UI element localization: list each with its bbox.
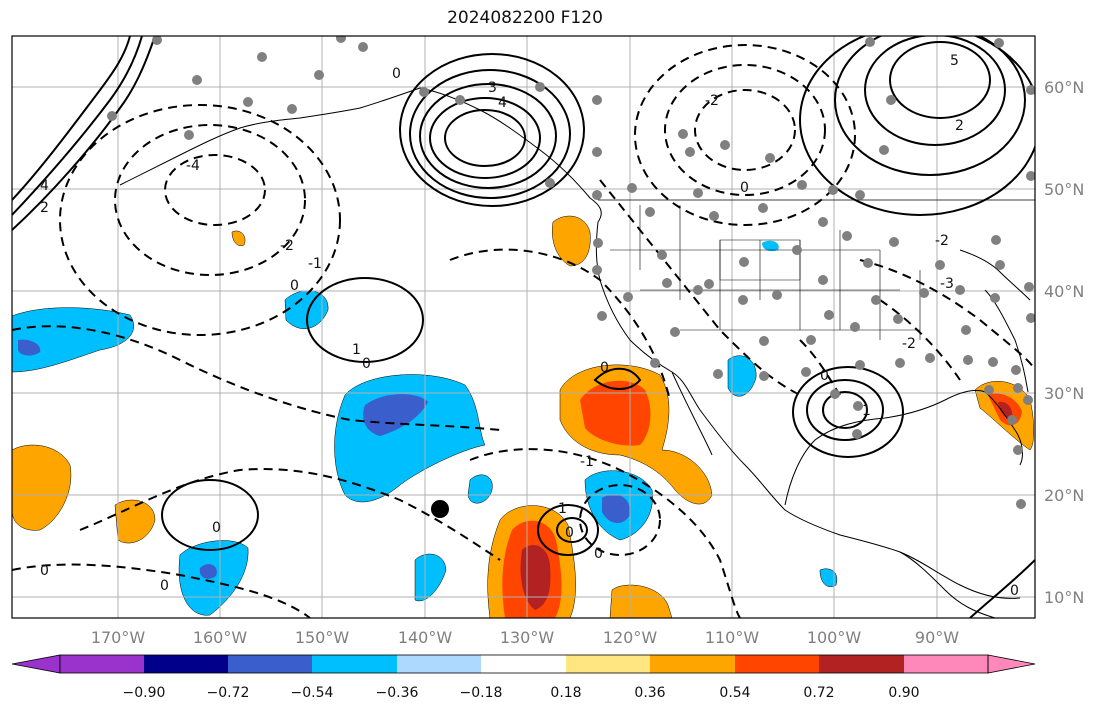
colorbar-cell	[144, 655, 228, 673]
cyan-region	[12, 307, 134, 373]
contour-label: -3	[940, 276, 954, 292]
colorbar-tick-label: 0.54	[719, 685, 750, 701]
storm-center-marker	[431, 500, 449, 518]
colorbar-tick-label: 0.72	[803, 685, 834, 701]
colorbar-extend-high	[987, 654, 1036, 674]
contour-label: 3	[488, 80, 497, 96]
lat-tick-label: 20°N	[1044, 486, 1084, 505]
contour-label: -1	[308, 256, 322, 272]
colorbar-cell	[228, 655, 312, 673]
contour-label: 4	[40, 178, 49, 194]
contour-label: 2	[40, 200, 49, 216]
colorbar-extend-low	[11, 654, 61, 674]
colorbar-cell	[904, 655, 988, 673]
lon-tick-label: 100°W	[807, 628, 862, 647]
dark-red-region	[998, 401, 1013, 419]
colorbar-tick-label: 0.18	[550, 685, 581, 701]
colorbar-tick-label: −0.90	[123, 685, 166, 701]
contour-label: 0	[1010, 583, 1019, 599]
dark-red-region	[520, 545, 551, 610]
contour-label: 0	[600, 360, 609, 376]
colorbar-cell	[566, 655, 650, 673]
contour-label: -1	[580, 454, 594, 470]
contour-label: 1	[352, 342, 361, 358]
contour-label: 0	[160, 578, 169, 594]
colorbar-tick-label: 0.36	[634, 685, 665, 701]
contour-label: 0	[594, 546, 603, 562]
colorbar: −0.90 −0.72 −0.54 −0.36 −0.18 0.18 0.36 …	[11, 654, 1036, 701]
contour-label: 1	[558, 501, 567, 517]
contour-label: 0	[392, 66, 401, 82]
lon-tick-label: 140°W	[398, 628, 453, 647]
colorbar-cell	[60, 655, 144, 673]
lat-tick-label: 10°N	[1044, 588, 1084, 607]
contour-label: -2	[280, 238, 294, 254]
royal-region	[199, 564, 217, 579]
contour-label: -2	[935, 233, 949, 249]
contour-label: 0	[362, 356, 371, 372]
contour-label: 0	[290, 278, 299, 294]
contour-label-group: 3 4 0 5 2 1 0 -2 -4 0 -1 0 0 0 1 0 0 -1 …	[40, 53, 1019, 599]
lon-tick-label: 150°W	[295, 628, 350, 647]
contour-label: 5	[950, 53, 959, 69]
orange-region	[12, 444, 72, 531]
orange-region	[609, 584, 673, 618]
cyan-region	[414, 553, 447, 602]
contour-label: 2	[955, 118, 964, 134]
lon-tick-label: 170°W	[91, 628, 146, 647]
cyan-region	[284, 290, 329, 329]
colorbar-cell	[312, 655, 397, 673]
contour-label: 4	[498, 95, 507, 111]
negative-contours	[12, 44, 1035, 618]
contour-label: 1	[862, 403, 871, 419]
cyan-region	[819, 568, 838, 587]
royal-region	[363, 394, 428, 436]
colorbar-tick-label: −0.54	[291, 685, 334, 701]
lon-tick-label: 160°W	[193, 628, 248, 647]
colorbar-tick-label: 0.90	[888, 685, 919, 701]
contour-label: -2	[705, 93, 719, 109]
contour-label: 0	[40, 563, 49, 579]
contour-label: 0	[212, 520, 221, 536]
colorbar-cell	[735, 655, 819, 673]
lat-axis: 60°N 50°N 40°N 30°N 20°N 10°N	[1044, 78, 1084, 607]
cyan-region	[727, 355, 757, 397]
colorbar-tick-label: −0.36	[376, 685, 419, 701]
map-border	[11, 35, 1036, 619]
colorbar-tick-label: −0.18	[460, 685, 503, 701]
cyan-region	[762, 240, 779, 252]
contour-label: 0	[740, 180, 749, 196]
lat-tick-label: 50°N	[1044, 180, 1084, 199]
colorbar-cell	[650, 655, 735, 673]
lon-tick-label: 110°W	[705, 628, 760, 647]
lon-axis: 170°W 160°W 150°W 140°W 130°W 120°W 110°…	[91, 628, 959, 647]
orange-region	[231, 230, 246, 246]
lon-tick-label: 90°W	[915, 628, 959, 647]
royal-region	[602, 494, 631, 524]
lon-tick-label: 130°W	[500, 628, 555, 647]
colorbar-cell	[481, 655, 566, 673]
cyan-region	[467, 474, 493, 504]
lon-tick-label: 120°W	[603, 628, 658, 647]
graticule	[12, 36, 1035, 618]
red-orange-region	[580, 380, 651, 446]
station-dots	[107, 36, 1035, 509]
colorbar-frame	[59, 654, 989, 674]
lat-tick-label: 30°N	[1044, 384, 1084, 403]
state-borders	[610, 205, 921, 340]
colorbar-cell	[397, 655, 481, 673]
orange-region	[552, 215, 591, 267]
lat-tick-label: 60°N	[1044, 78, 1084, 97]
colorbar-cell	[819, 655, 904, 673]
map-title: 2024082200 F120	[447, 8, 603, 28]
colorbar-tick-label: −0.72	[207, 685, 250, 701]
royal-region	[18, 339, 41, 356]
contour-label: 0	[820, 368, 829, 384]
contour-label: 0	[565, 525, 574, 541]
lat-tick-label: 40°N	[1044, 282, 1084, 301]
contour-label: -2	[902, 336, 916, 352]
contour-label: -4	[186, 158, 200, 174]
